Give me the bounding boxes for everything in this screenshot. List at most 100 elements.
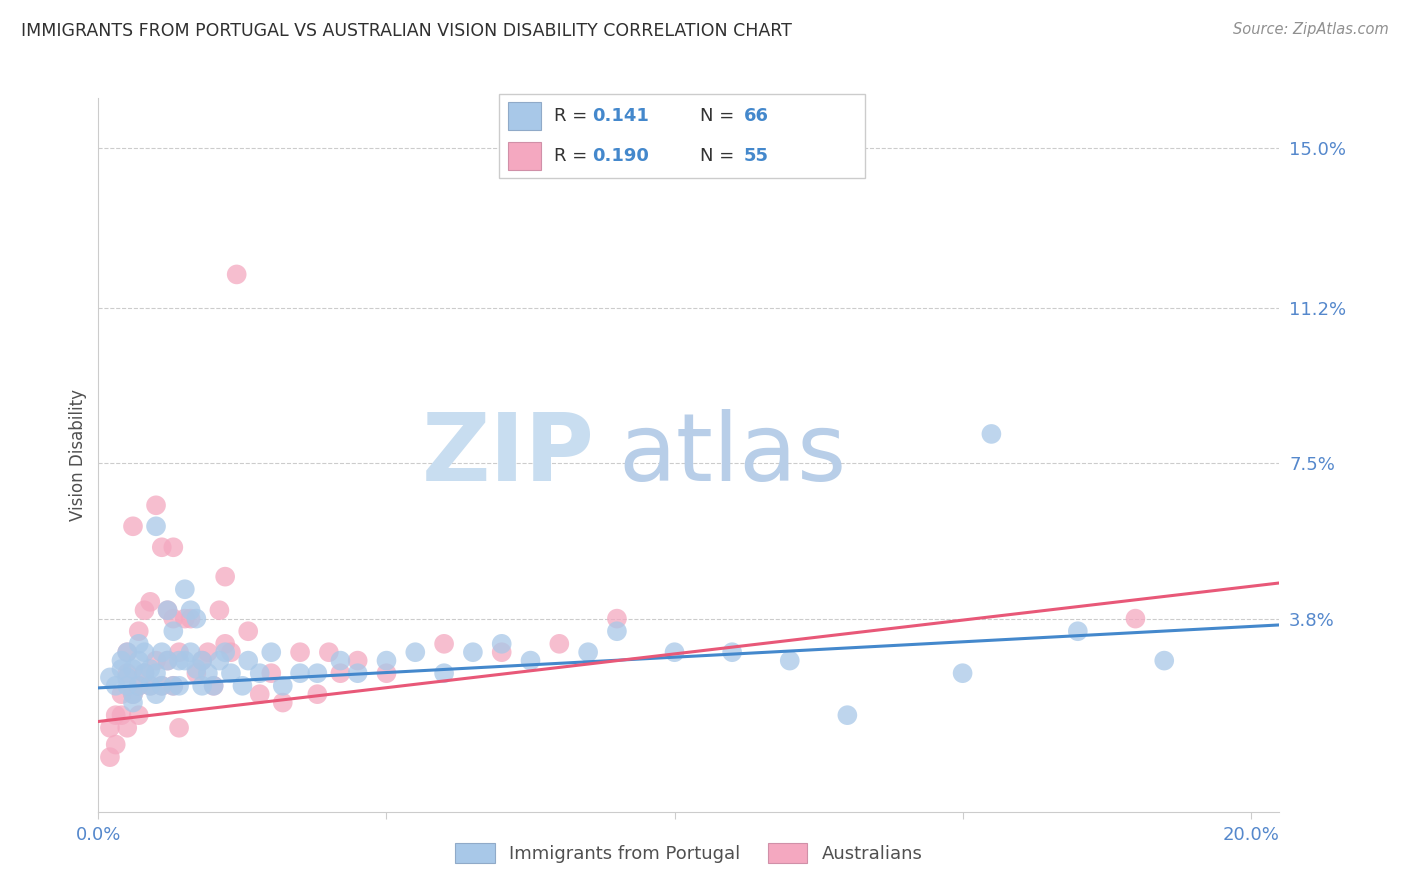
Point <box>110 654 132 668</box>
Point <box>145 654 167 668</box>
Point <box>98 670 121 684</box>
Point <box>173 612 195 626</box>
Point <box>180 612 202 626</box>
Point <box>162 679 184 693</box>
Point <box>491 637 513 651</box>
Point <box>173 582 195 597</box>
Point <box>134 666 156 681</box>
Text: ZIP: ZIP <box>422 409 595 501</box>
Point <box>721 645 744 659</box>
Point <box>186 666 208 681</box>
Point <box>139 662 162 676</box>
Point <box>134 645 156 659</box>
Point <box>139 679 162 693</box>
Point <box>288 645 311 659</box>
Point <box>167 679 190 693</box>
Point <box>156 654 179 668</box>
Point <box>134 603 156 617</box>
Point <box>202 679 225 693</box>
Point <box>346 654 368 668</box>
Point <box>145 498 167 512</box>
Point <box>115 721 138 735</box>
Text: atlas: atlas <box>619 409 846 501</box>
Point <box>214 569 236 583</box>
Point <box>260 666 283 681</box>
Point <box>433 637 456 651</box>
Point <box>167 645 190 659</box>
Point <box>307 687 329 701</box>
Point <box>214 637 236 651</box>
Point <box>150 679 173 693</box>
Point <box>115 645 138 659</box>
Point <box>156 654 179 668</box>
Point <box>150 645 173 659</box>
Point <box>219 645 242 659</box>
Point <box>128 654 150 668</box>
Point <box>162 624 184 639</box>
Point <box>180 645 202 659</box>
Point <box>156 603 179 617</box>
Point <box>186 662 208 676</box>
Point <box>1125 612 1147 626</box>
Point <box>307 666 329 681</box>
Point <box>606 624 628 639</box>
Point <box>197 645 219 659</box>
Point <box>214 645 236 659</box>
Text: 55: 55 <box>744 147 769 165</box>
Point <box>260 645 283 659</box>
Point <box>104 708 127 723</box>
Point <box>197 666 219 681</box>
Point <box>346 666 368 681</box>
Point <box>288 666 311 681</box>
Point <box>128 624 150 639</box>
Point <box>150 679 173 693</box>
Point <box>837 708 859 723</box>
Point <box>128 708 150 723</box>
Point <box>186 612 208 626</box>
Point <box>167 654 190 668</box>
Point <box>110 708 132 723</box>
Point <box>208 654 231 668</box>
Point <box>219 666 242 681</box>
Point <box>249 687 271 701</box>
Point <box>162 679 184 693</box>
Point <box>191 679 214 693</box>
FancyBboxPatch shape <box>499 94 865 178</box>
Point <box>404 645 426 659</box>
Text: 66: 66 <box>744 107 769 125</box>
Point <box>128 637 150 651</box>
Point <box>128 679 150 693</box>
Point <box>606 612 628 626</box>
Point <box>461 645 484 659</box>
Point <box>122 687 145 701</box>
Point <box>779 654 801 668</box>
Point <box>202 679 225 693</box>
Point <box>225 268 247 282</box>
Text: N =: N = <box>700 107 740 125</box>
Point <box>548 637 571 651</box>
Point <box>122 687 145 701</box>
Point <box>139 679 162 693</box>
Point <box>576 645 599 659</box>
Point <box>122 662 145 676</box>
Point <box>167 721 190 735</box>
Point <box>180 603 202 617</box>
Text: IMMIGRANTS FROM PORTUGAL VS AUSTRALIAN VISION DISABILITY CORRELATION CHART: IMMIGRANTS FROM PORTUGAL VS AUSTRALIAN V… <box>21 22 792 40</box>
Point <box>191 654 214 668</box>
Y-axis label: Vision Disability: Vision Disability <box>69 389 87 521</box>
Point <box>115 645 138 659</box>
Point <box>271 679 294 693</box>
Point <box>329 666 352 681</box>
Text: R =: R = <box>554 107 593 125</box>
Point <box>433 666 456 681</box>
Point <box>98 721 121 735</box>
Point <box>231 679 253 693</box>
Point <box>1153 654 1175 668</box>
Point <box>980 426 1002 441</box>
Text: R =: R = <box>554 147 593 165</box>
Point <box>110 687 132 701</box>
Point <box>375 654 398 668</box>
Point <box>104 738 127 752</box>
Point <box>122 519 145 533</box>
Point <box>249 666 271 681</box>
